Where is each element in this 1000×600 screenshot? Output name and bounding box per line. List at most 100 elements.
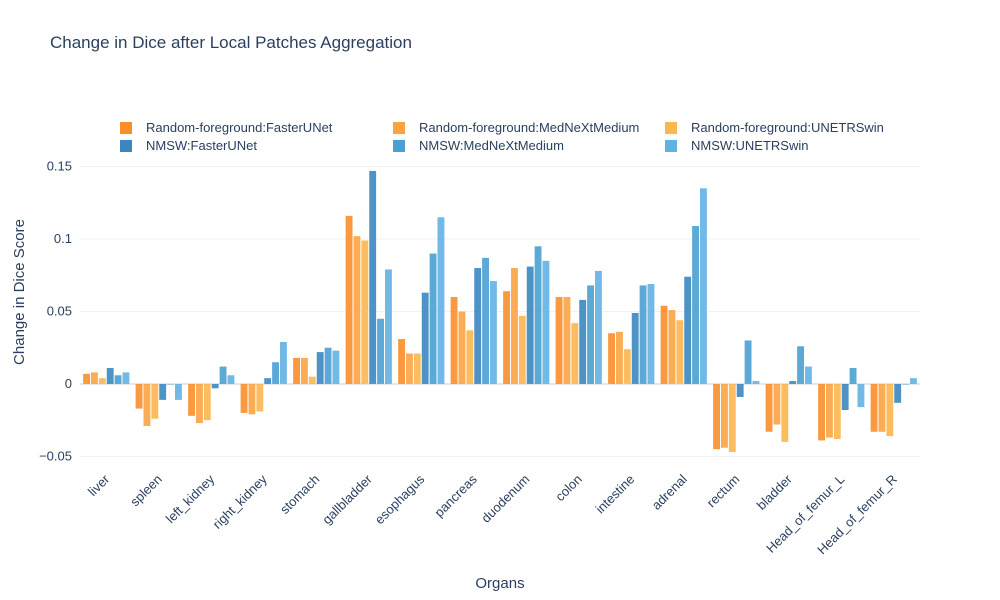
bar[interactable]	[490, 281, 497, 384]
bar[interactable]	[773, 383, 781, 425]
legend-swatch[interactable]	[665, 140, 677, 152]
bar[interactable]	[579, 299, 587, 384]
bar[interactable]	[227, 375, 235, 384]
bar[interactable]	[676, 320, 684, 384]
bar[interactable]	[797, 346, 804, 384]
legend-label[interactable]: Random-foreground:UNETRSwin	[691, 120, 884, 135]
bar[interactable]	[377, 318, 384, 384]
legend-swatch[interactable]	[393, 122, 405, 134]
bar[interactable]	[660, 305, 668, 384]
bar[interactable]	[240, 383, 248, 413]
bar[interactable]	[398, 339, 405, 384]
bar[interactable]	[91, 372, 98, 384]
bar[interactable]	[818, 383, 825, 441]
bar[interactable]	[631, 312, 639, 384]
legend-swatch[interactable]	[120, 122, 132, 134]
bar[interactable]	[167, 383, 174, 385]
bar[interactable]	[437, 217, 445, 384]
bar[interactable]	[744, 340, 752, 384]
bar[interactable]	[301, 357, 308, 384]
legend-swatch[interactable]	[665, 122, 677, 134]
bar[interactable]	[503, 291, 510, 384]
bar[interactable]	[752, 381, 760, 384]
legend-label[interactable]: Random-foreground:MedNeXtMedium	[419, 120, 639, 135]
bar[interactable]	[211, 383, 219, 389]
legend-label[interactable]: NMSW:MedNeXtMedium	[419, 138, 564, 153]
bar[interactable]	[542, 260, 550, 384]
bar[interactable]	[135, 383, 143, 409]
bar[interactable]	[175, 383, 182, 400]
bar[interactable]	[534, 246, 542, 384]
bar[interactable]	[692, 226, 699, 384]
legend-label[interactable]: NMSW:FasterUNet	[146, 138, 257, 153]
bar[interactable]	[458, 311, 466, 384]
bar[interactable]	[894, 383, 902, 403]
bar[interactable]	[623, 349, 631, 384]
bar[interactable]	[264, 378, 272, 384]
bar[interactable]	[511, 268, 518, 384]
bar[interactable]	[700, 188, 707, 384]
bar[interactable]	[122, 372, 130, 384]
bar[interactable]	[332, 350, 340, 384]
legend-label[interactable]: Random-foreground:FasterUNet	[146, 120, 333, 135]
bar[interactable]	[159, 383, 167, 400]
bar[interactable]	[474, 268, 482, 384]
bar[interactable]	[429, 253, 437, 384]
bar[interactable]	[910, 378, 917, 384]
bar[interactable]	[345, 215, 353, 384]
bar[interactable]	[98, 378, 106, 384]
bar[interactable]	[886, 383, 894, 437]
bar[interactable]	[450, 297, 458, 384]
bar[interactable]	[902, 383, 909, 385]
bar[interactable]	[413, 353, 421, 384]
bar[interactable]	[639, 285, 647, 384]
bar[interactable]	[563, 297, 571, 384]
bar[interactable]	[571, 323, 579, 384]
bar[interactable]	[466, 330, 474, 384]
bar[interactable]	[196, 383, 203, 424]
bar[interactable]	[256, 383, 264, 412]
bar[interactable]	[308, 376, 316, 384]
bar[interactable]	[385, 269, 392, 384]
bar[interactable]	[826, 383, 833, 438]
legend-swatch[interactable]	[120, 140, 132, 152]
bar[interactable]	[272, 362, 279, 384]
bar[interactable]	[316, 352, 324, 384]
bar[interactable]	[555, 297, 563, 384]
bar[interactable]	[587, 285, 594, 384]
bar[interactable]	[248, 383, 256, 415]
bar[interactable]	[518, 315, 526, 384]
bar[interactable]	[608, 333, 615, 384]
bar[interactable]	[293, 357, 300, 384]
bar[interactable]	[219, 366, 227, 384]
bar[interactable]	[728, 383, 736, 453]
bar[interactable]	[369, 170, 377, 384]
bar[interactable]	[83, 373, 90, 384]
bar[interactable]	[713, 383, 720, 450]
bar[interactable]	[421, 292, 429, 384]
bar[interactable]	[668, 310, 676, 384]
bar[interactable]	[526, 266, 534, 384]
bar[interactable]	[114, 375, 122, 384]
bar[interactable]	[789, 381, 797, 384]
bar[interactable]	[353, 236, 361, 384]
bar[interactable]	[721, 383, 728, 448]
bar[interactable]	[684, 276, 692, 384]
bar[interactable]	[188, 383, 195, 416]
bar[interactable]	[143, 383, 151, 426]
bar[interactable]	[857, 383, 865, 408]
bar[interactable]	[595, 270, 602, 384]
bar[interactable]	[736, 383, 744, 397]
bar[interactable]	[151, 383, 159, 419]
bar[interactable]	[805, 366, 812, 384]
bar[interactable]	[361, 240, 369, 384]
bar[interactable]	[833, 383, 841, 440]
bar[interactable]	[878, 383, 886, 432]
bar[interactable]	[841, 383, 849, 411]
bar[interactable]	[280, 341, 287, 384]
bar[interactable]	[647, 283, 655, 384]
bar[interactable]	[324, 347, 332, 384]
bar[interactable]	[482, 257, 489, 384]
bar[interactable]	[203, 383, 211, 421]
bar[interactable]	[616, 331, 623, 384]
